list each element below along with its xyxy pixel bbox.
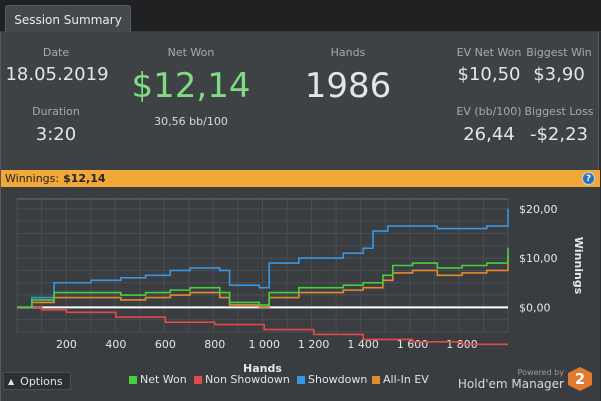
legend-swatch-showdown — [297, 375, 305, 384]
x-tick-label: 1 000 — [248, 338, 280, 351]
legend-showdown[interactable]: Showdown — [297, 373, 367, 386]
holdem-manager-logo-icon: 2 — [568, 367, 592, 391]
x-tick-label: 1 400 — [347, 338, 379, 351]
legend-label-showdown: Showdown — [308, 373, 368, 386]
date-label: Date — [42, 46, 70, 59]
options-label: Options — [20, 374, 63, 388]
brand-name: Hold'em Manager — [457, 376, 564, 391]
ev-bb100-label: EV (bb/100) — [456, 105, 522, 118]
y-tick-label: $20,00 — [519, 203, 558, 216]
legend-swatch-non-showdown — [194, 375, 202, 384]
series-line-showdown — [17, 208, 509, 309]
chevron-up-icon: ▲ — [8, 376, 15, 386]
net-won-bb100: 30,56 bb/100 — [154, 115, 228, 128]
help-icon[interactable]: ? — [582, 172, 595, 185]
brand-text: Powered by Hold'em Manager — [458, 368, 564, 391]
winnings-graph: 200 400 600 800 1 000 1 200 1 400 1 600 1 800$0,… — [16, 198, 585, 375]
net-won-label: Net Won — [167, 46, 215, 59]
legend-label-all-in-ev: All-In EV — [383, 373, 429, 386]
x-tick-label: 800 — [204, 338, 225, 351]
session-summary-panel: Date 18.05.2019 Duration 3:20 Net Won $1… — [0, 32, 600, 401]
legend-swatch-all-in-ev — [372, 375, 380, 384]
biggest-loss-value: -$2,23 — [529, 124, 589, 145]
x-tick-label: 400 — [105, 338, 126, 351]
series-line-net-won — [17, 247, 509, 309]
x-tick-label: 600 — [155, 338, 176, 351]
x-tick-label: 1 200 — [298, 338, 330, 351]
tab-session-summary[interactable]: Session Summary — [5, 5, 131, 33]
winnings-label: Winnings: — [5, 172, 60, 185]
duration-label: Duration — [32, 105, 80, 118]
legend-label-net-won: Net Won — [140, 373, 187, 386]
options-button[interactable]: ▲ Options — [3, 372, 71, 390]
net-won-value: $12,14 — [131, 66, 251, 106]
duration-value: 3:20 — [35, 124, 77, 145]
legend-non-showdown[interactable]: Non Showdown — [194, 373, 290, 386]
winnings-bar: Winnings: $12,14 ? — [1, 170, 600, 187]
powered-by-text: Powered by — [517, 367, 564, 377]
date-value: 18.05.2019 — [5, 64, 109, 85]
holdem-manager-branding: Powered by Hold'em Manager 2 — [458, 362, 592, 396]
y-tick-label: $10,00 — [519, 252, 558, 265]
y-axis-title: Winnings — [572, 237, 585, 295]
x-tick-label: 200 — [56, 338, 77, 351]
winnings-chart: 200 400 600 800 1 000 1 200 1 400 1 600 1 800 $0,… — [1, 187, 600, 401]
tab-bar: Session Summary — [0, 0, 601, 33]
biggest-loss-label: Biggest Loss — [524, 105, 594, 118]
ev-bb100-value: 26,44 — [463, 124, 515, 145]
hands-label: Hands — [330, 46, 366, 59]
y-tick-label: $0,00 — [519, 301, 551, 314]
series-line-non-showdown — [17, 306, 508, 346]
ev-net-won-label: EV Net Won — [456, 46, 522, 59]
legend-label-non-showdown: Non Showdown — [205, 373, 290, 386]
biggest-win-value: $3,90 — [533, 64, 585, 85]
hands-value: 1986 — [304, 66, 392, 106]
legend-all-in-ev[interactable]: All-In EV — [372, 373, 429, 386]
winnings-value: $12,14 — [63, 172, 106, 185]
x-axis-title: Hands — [243, 362, 282, 375]
ev-net-won-value: $10,50 — [457, 64, 521, 85]
legend-net-won[interactable]: Net Won — [129, 373, 187, 386]
biggest-win-label: Biggest Win — [526, 46, 592, 59]
legend-swatch-net-won — [129, 375, 137, 384]
